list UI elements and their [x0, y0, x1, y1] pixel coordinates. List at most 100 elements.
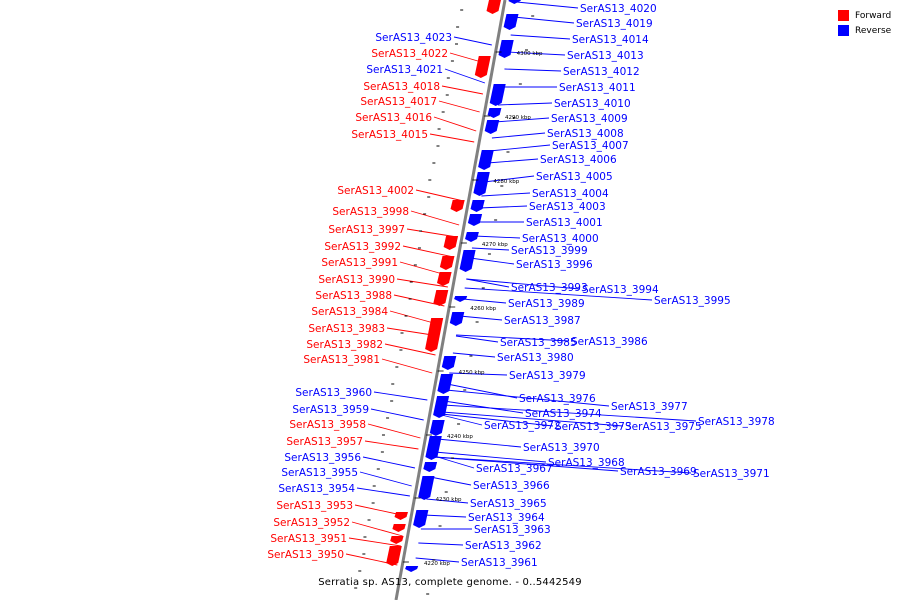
scale-label: 4270 kbp — [482, 242, 508, 248]
leader-line — [513, 16, 575, 24]
gene-label: SerAS13_4002 — [337, 185, 414, 197]
leader-line — [466, 278, 510, 288]
forward-gene-feature — [437, 272, 452, 286]
leader-line — [479, 205, 528, 209]
leader-line — [426, 498, 469, 504]
gene-label: SerAS13_3994 — [582, 284, 659, 296]
forward-gene-feature — [394, 512, 408, 520]
leader-line — [489, 144, 551, 152]
gene-label: SerAS13_3979 — [509, 370, 586, 382]
reverse-gene-feature — [489, 84, 506, 106]
gene-label: SerAS13_4010 — [554, 98, 631, 110]
leader-line — [423, 514, 467, 518]
leader-line — [446, 389, 610, 407]
gene-label: SerAS13_3958 — [289, 419, 366, 431]
gene-label: SerAS13_3952 — [273, 517, 350, 529]
gene-label: SerAS13_3984 — [311, 306, 388, 318]
gene-label: SerAS13_4014 — [572, 34, 649, 46]
scale-labels: 4300 kbp 4290 kbp 4280 kbp 4270 kbp 4260 kbp… — [402, 51, 543, 567]
reverse-swatch — [838, 25, 849, 36]
scale-label: 4240 kbp — [447, 434, 473, 440]
gene-label: SerAS13_3974 — [525, 408, 602, 420]
legend-forward-label: Forward — [855, 10, 892, 21]
gene-label: SerAS13_3997 — [328, 224, 405, 236]
gene-label: SerAS13_4022 — [371, 48, 448, 60]
leader-line — [437, 438, 522, 448]
gene-label: SerAS13_3963 — [474, 524, 551, 536]
leader-line — [481, 192, 531, 197]
gene-label: SerAS13_3989 — [508, 298, 585, 310]
reverse-gene-feature — [459, 250, 476, 272]
leader-line — [429, 133, 475, 143]
gene-label: SerAS13_4006 — [540, 154, 617, 166]
feature-track — [354, 0, 535, 595]
scale-label: 4300 kbp — [517, 51, 543, 57]
gene-label: SerAS13_3959 — [292, 404, 369, 416]
genome-axis — [394, 0, 507, 600]
gene-label: SerAS13_3955 — [281, 467, 358, 479]
leader-line — [402, 245, 454, 258]
reverse-gene-feature — [473, 172, 490, 196]
legend: Forward Reverse — [838, 8, 891, 38]
leader-line — [356, 487, 410, 497]
leader-line — [370, 408, 424, 421]
leader-line — [504, 68, 562, 72]
forward-gene-feature — [392, 524, 406, 532]
gene-label: SerAS13_4019 — [576, 18, 653, 30]
reverse-gene-feature — [478, 150, 494, 170]
gene-label: SerAS13_3956 — [284, 452, 361, 464]
gene-label: SerAS13_4016 — [355, 112, 432, 124]
gene-label: SerAS13_3975 — [625, 421, 702, 433]
gene-label: SerAS13_3966 — [473, 480, 550, 492]
gene-label: SerAS13_4020 — [580, 3, 657, 15]
gene-label: SerAS13_4018 — [363, 81, 440, 93]
gene-label: SerAS13_3996 — [516, 259, 593, 271]
leader-line — [441, 413, 554, 427]
leader-line — [507, 51, 566, 56]
reverse-gene-feature — [449, 312, 465, 326]
leader-line — [483, 175, 535, 183]
gene-label: SerAS13_3950 — [267, 549, 344, 561]
reverse-gene-feature — [498, 40, 514, 58]
gene-label: SerAS13_4004 — [532, 188, 609, 200]
reverse-gene-feature — [454, 296, 468, 302]
legend-forward: Forward — [838, 8, 891, 23]
forward-gene-feature — [386, 546, 402, 566]
leader-line — [510, 34, 571, 40]
reverse-gene-feature — [484, 120, 500, 134]
reverse-gene-feature — [467, 214, 483, 226]
forward-gene-feature — [439, 256, 455, 270]
leader-line — [434, 451, 547, 463]
gene-label: SerAS13_3965 — [470, 498, 547, 510]
leader-line — [474, 235, 521, 239]
gene-label: SerAS13_3986 — [571, 336, 648, 348]
leader-line — [410, 210, 460, 226]
legend-reverse: Reverse — [838, 23, 891, 38]
leader-line — [456, 334, 570, 342]
gene-label: SerAS13_3999 — [511, 245, 588, 257]
leader-line — [494, 117, 550, 123]
leader-line — [415, 189, 464, 202]
leader-line — [453, 36, 492, 46]
gene-label: SerAS13_3987 — [504, 315, 581, 327]
leader-line — [367, 423, 421, 439]
forward-gene-feature — [425, 318, 444, 352]
leader-line — [381, 358, 433, 374]
gene-label: SerAS13_4005 — [536, 171, 613, 183]
leader-line — [452, 352, 496, 358]
gene-label: SerAS13_3992 — [324, 241, 401, 253]
leader-line — [462, 298, 507, 304]
genome-caption: Serratia sp. AS13, complete genome. - 0.… — [318, 577, 582, 588]
leader-line — [438, 100, 480, 113]
gene-label: SerAS13_3954 — [278, 483, 355, 495]
leader-line — [351, 521, 403, 537]
leader-line — [364, 440, 419, 450]
leader-line — [433, 456, 692, 474]
leader-line — [466, 278, 581, 290]
leader-line — [359, 471, 412, 487]
leader-line — [362, 456, 416, 469]
scale-label: 4220 kbp — [424, 561, 450, 567]
gene-label: SerAS13_3971 — [693, 468, 770, 480]
reverse-gene-feature — [429, 420, 445, 436]
